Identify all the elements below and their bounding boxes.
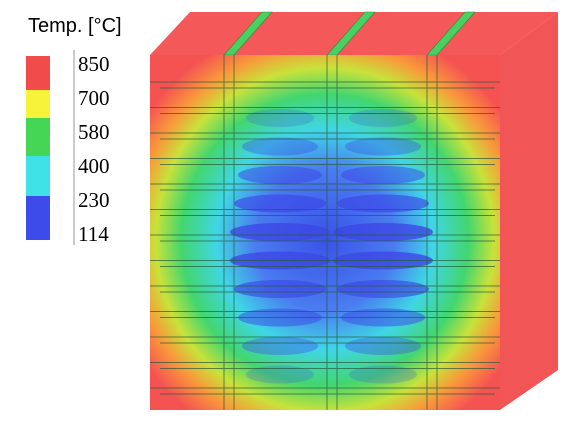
cold-core [341, 166, 425, 184]
cold-core [246, 109, 314, 127]
figure: Temp. [°C] 850 700 580 400 230 114 [0, 0, 573, 428]
cold-core [333, 223, 433, 241]
cold-core [345, 337, 421, 355]
cold-core [337, 280, 429, 298]
right-face [500, 12, 558, 410]
swatch [26, 56, 50, 90]
cold-core [234, 280, 326, 298]
legend-label: 230 [78, 188, 110, 212]
legend-title: Temp. [°C] [28, 15, 122, 37]
legend-label: 580 [78, 120, 110, 144]
legend-label: 400 [78, 154, 110, 178]
cold-core [230, 223, 330, 241]
cold-core [238, 166, 322, 184]
cold-core [345, 138, 421, 156]
legend-label: 700 [78, 86, 110, 110]
swatch [26, 118, 50, 156]
legend-label: 850 [78, 52, 110, 76]
legend-swatches [26, 50, 74, 245]
swatch [26, 156, 50, 196]
legend-labels: 850 700 580 400 230 114 [78, 52, 110, 246]
block [150, 12, 558, 410]
cold-core [242, 337, 318, 355]
legend-label: 114 [78, 222, 109, 246]
swatch [26, 90, 50, 118]
swatch [26, 196, 50, 240]
cold-core [349, 109, 417, 127]
cold-core [242, 138, 318, 156]
